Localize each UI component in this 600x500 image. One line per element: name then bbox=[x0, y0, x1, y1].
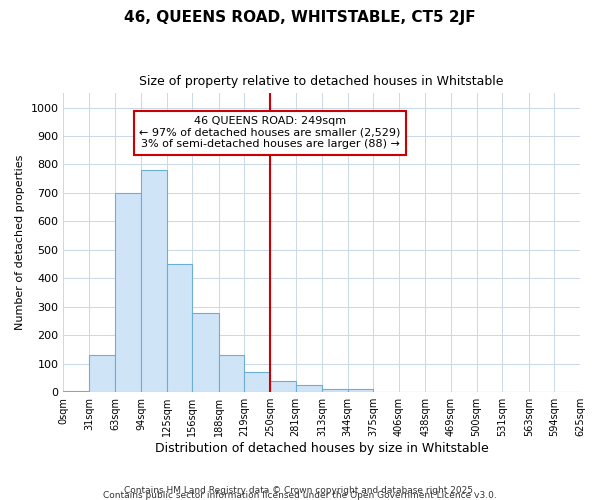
Bar bbox=[141, 170, 167, 392]
Bar bbox=[115, 193, 141, 392]
Y-axis label: Number of detached properties: Number of detached properties bbox=[15, 155, 25, 330]
Bar bbox=[244, 372, 270, 392]
Text: 46, QUEENS ROAD, WHITSTABLE, CT5 2JF: 46, QUEENS ROAD, WHITSTABLE, CT5 2JF bbox=[124, 10, 476, 25]
Bar bbox=[89, 355, 115, 392]
Bar bbox=[270, 381, 296, 392]
Text: 46 QUEENS ROAD: 249sqm
← 97% of detached houses are smaller (2,529)
3% of semi-d: 46 QUEENS ROAD: 249sqm ← 97% of detached… bbox=[139, 116, 401, 150]
Text: Contains public sector information licensed under the Open Government Licence v3: Contains public sector information licen… bbox=[103, 491, 497, 500]
Bar bbox=[64, 391, 89, 392]
Title: Size of property relative to detached houses in Whitstable: Size of property relative to detached ho… bbox=[139, 75, 504, 88]
Bar bbox=[296, 385, 322, 392]
Bar bbox=[322, 390, 348, 392]
Text: Contains HM Land Registry data © Crown copyright and database right 2025.: Contains HM Land Registry data © Crown c… bbox=[124, 486, 476, 495]
Bar bbox=[193, 312, 219, 392]
Bar bbox=[219, 355, 244, 392]
Bar bbox=[167, 264, 193, 392]
X-axis label: Distribution of detached houses by size in Whitstable: Distribution of detached houses by size … bbox=[155, 442, 488, 455]
Bar bbox=[348, 390, 373, 392]
